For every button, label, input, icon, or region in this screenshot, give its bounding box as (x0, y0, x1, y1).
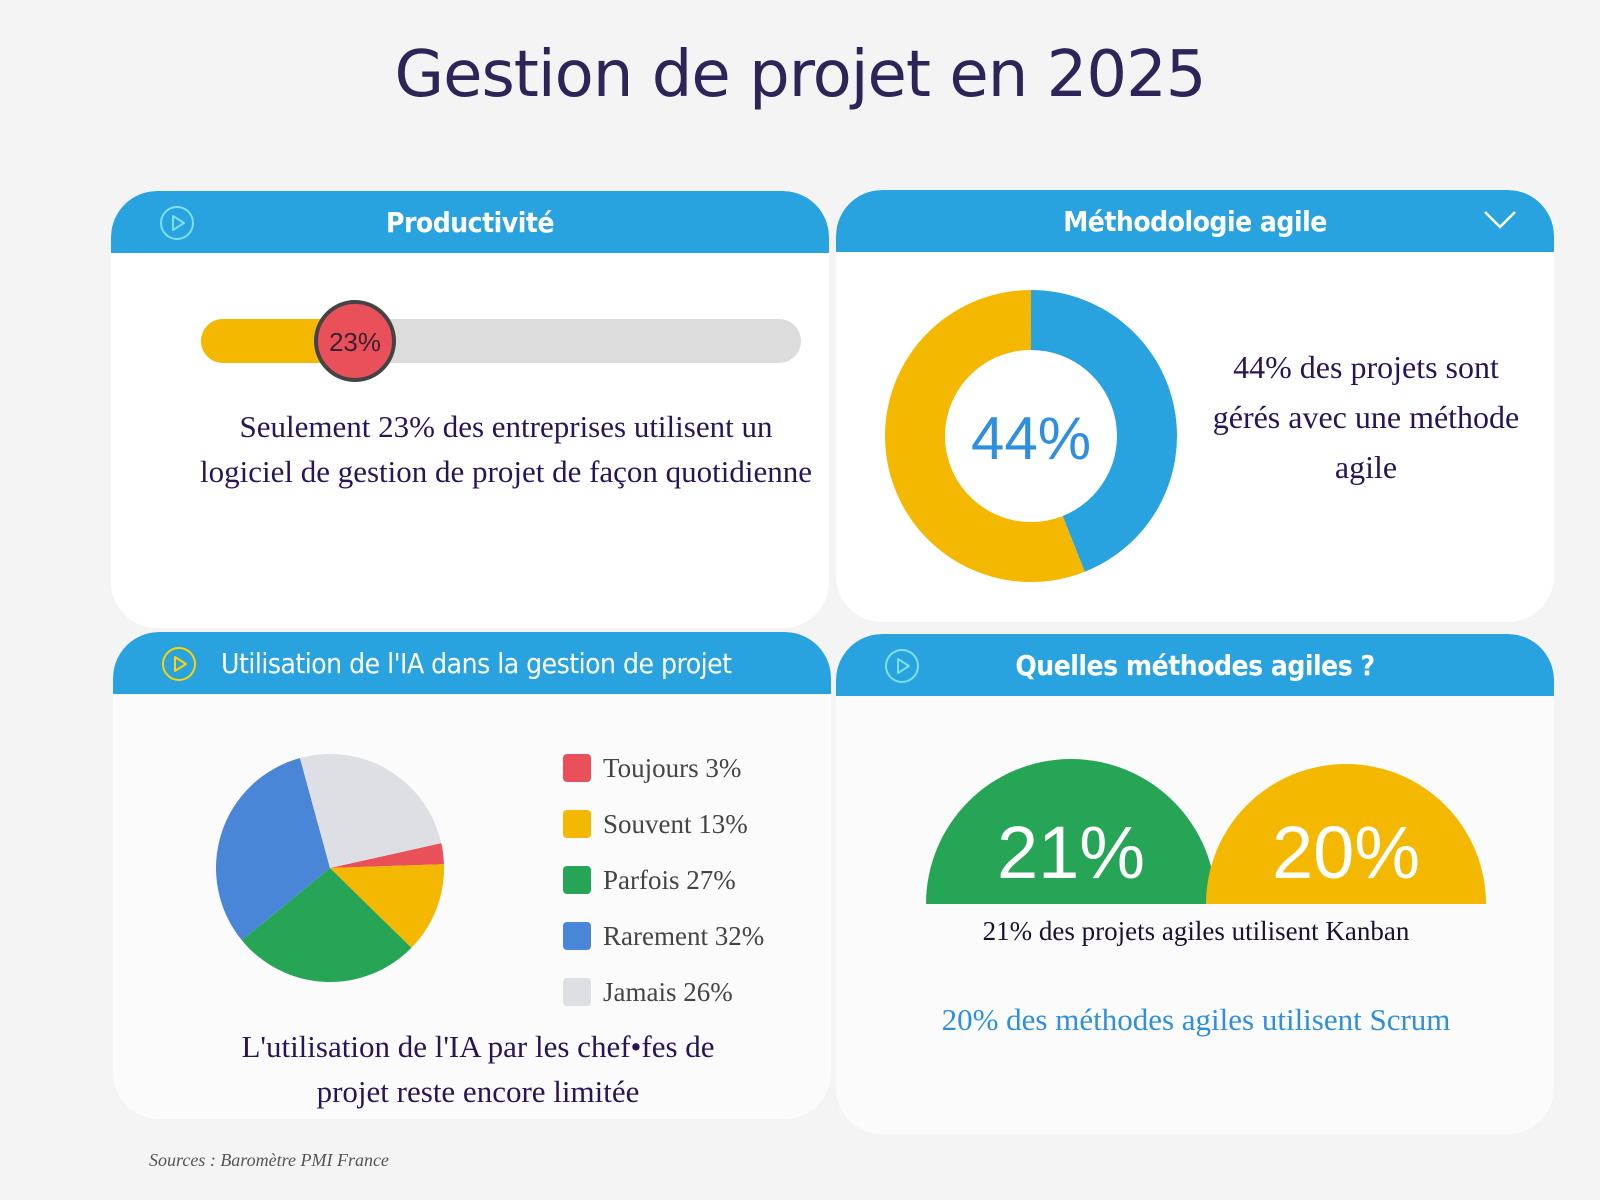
legend-swatch (563, 922, 591, 950)
methodes-header: Quelles méthodes agiles ? (836, 634, 1554, 696)
agile-header: Méthodologie agile (836, 190, 1554, 252)
semicircle-scrum (1206, 764, 1486, 904)
play-icon[interactable] (884, 648, 920, 684)
agile-description: 44% des projets sont gérés avec une méth… (1212, 349, 1520, 485)
productivite-header-label: Productivité (386, 205, 554, 239)
pie-slice-toujours (330, 843, 444, 868)
kanban-text: 21% des projets agiles utilisent Kanban (982, 916, 1410, 946)
page-title: Gestion de projet en 2025 (394, 38, 1206, 112)
productivite-header: Productivité (111, 191, 829, 253)
ia-header-label: Utilisation de l'IA dans la gestion de p… (221, 646, 732, 680)
ia-pie-chart (215, 754, 444, 982)
legend-item-rarement: Rarement 32% (563, 908, 823, 964)
methodes-card: Quelles méthodes agiles ? 21% 20% 21% des… (836, 634, 1554, 1134)
productivite-description: Seulement 23% des entreprises utilisent … (199, 409, 813, 489)
ia-description: L'utilisation de l'IA par les chef•fes d… (241, 1029, 715, 1109)
ia-header: Utilisation de l'IA dans la gestion de p… (113, 632, 831, 694)
agile-card: Méthodologie agile 44% 44% des projets s… (836, 190, 1554, 622)
play-icon[interactable] (159, 205, 195, 241)
productivity-progress-bar: 23% (201, 300, 801, 382)
legend-swatch (563, 754, 591, 782)
agile-header-label: Méthodologie agile (1063, 204, 1327, 238)
legend-swatch (563, 810, 591, 838)
legend-item-toujours: Toujours 3% (563, 740, 823, 796)
semicircle-kanban (926, 759, 1216, 904)
legend-swatch (563, 978, 591, 1006)
sources-note: Sources : Baromètre PMI France (149, 1150, 389, 1170)
agile-donut-chart (885, 290, 1177, 582)
scrum-text: 20% des méthodes agiles utilisent Scrum (941, 1002, 1451, 1037)
progress-label: 23% (329, 327, 381, 357)
legend-item-souvent: Souvent 13% (563, 796, 823, 852)
ia-card: Utilisation de l'IA dans la gestion de p… (113, 632, 831, 1119)
legend-label: Souvent 13% (603, 808, 748, 839)
methodes-semicircle-chart: 21% 20% (926, 759, 1486, 904)
legend-swatch (563, 866, 591, 894)
semicircle-label-scrum: 20% (1272, 811, 1420, 894)
donut-slice-1 (885, 290, 1085, 582)
legend-label: Rarement 32% (603, 920, 765, 951)
semicircle-label-kanban: 21% (997, 811, 1145, 894)
pie-slice-jamais (299, 754, 442, 868)
chevron-down-icon[interactable] (1482, 208, 1518, 232)
legend-label: Parfois 27% (603, 864, 736, 895)
legend-label: Jamais 26% (603, 976, 733, 1007)
legend-item-parfois: Parfois 27% (563, 852, 823, 908)
donut-slice-0 (1031, 290, 1177, 572)
agile-donut-center-label: 44% (970, 405, 1092, 472)
play-icon[interactable] (161, 646, 197, 682)
legend-label: Toujours 3% (603, 752, 742, 783)
pie-slice-souvent (330, 864, 444, 948)
progress-knob (314, 300, 396, 382)
methodes-header-label: Quelles méthodes agiles ? (1015, 648, 1375, 682)
ia-pie-legend: Toujours 3% Souvent 13% Parfois 27% Raremen… (563, 740, 823, 1020)
productivite-card: Productivité 23% Seulement 23% des entre… (111, 191, 829, 628)
pie-slice-rarement (215, 758, 330, 941)
pie-slice-parfois (241, 868, 412, 982)
legend-item-jamais: Jamais 26% (563, 964, 823, 1020)
